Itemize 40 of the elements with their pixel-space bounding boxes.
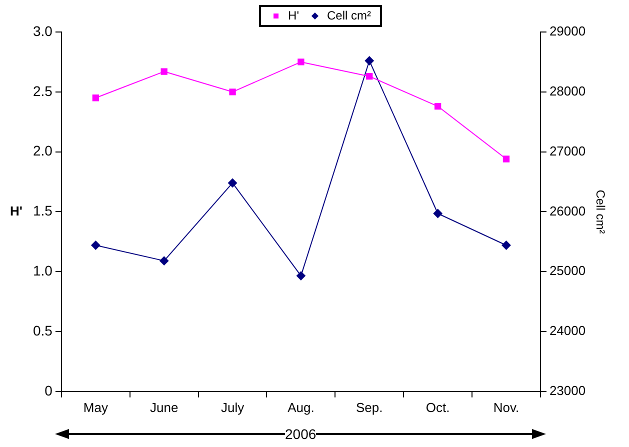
y2-tick-label: 27000 — [549, 143, 586, 158]
y-tick-label: 1.5 — [32, 202, 53, 219]
point — [502, 156, 510, 162]
point — [92, 94, 100, 102]
y2-tick-label: 24000 — [549, 323, 586, 338]
point — [298, 58, 304, 66]
y-tick-label: 2.0 — [32, 142, 53, 159]
x-tick-label: Aug. — [288, 400, 314, 415]
point — [229, 88, 236, 96]
point — [228, 178, 238, 188]
x-tick-label: July — [220, 400, 245, 415]
point — [91, 240, 100, 250]
y2-tick-label: 28000 — [549, 83, 586, 98]
y2-axis-title: Cell cm² — [593, 190, 608, 234]
x-tick-label: Oct. — [426, 400, 450, 415]
y-tick-label: 2.5 — [32, 82, 53, 99]
y2-tick-label: 29000 — [549, 24, 586, 39]
point — [502, 240, 511, 250]
point — [160, 68, 168, 75]
y2-tick-label: 25000 — [549, 263, 586, 278]
y2-tick-label: 23000 — [549, 382, 586, 398]
point — [364, 56, 374, 66]
y-tick-label: 0 — [44, 382, 53, 398]
x-tick-label: Sep. — [356, 400, 383, 415]
point — [296, 271, 306, 280]
x-tick-label: Nov. — [493, 400, 520, 415]
x-tick-label: June — [150, 400, 178, 415]
y-tick-label: 3.0 — [32, 22, 53, 39]
legend-label: H' — [288, 8, 299, 22]
point — [433, 208, 442, 218]
y-tick-label: 1.0 — [32, 262, 53, 278]
point — [434, 102, 442, 110]
text: 2006 — [285, 426, 316, 442]
y2-tick-label: 26000 — [549, 203, 586, 218]
y-tick-label: 0.5 — [32, 322, 53, 338]
y-axis-title: H' — [10, 203, 22, 218]
legend-label: Cell cm² — [326, 8, 371, 22]
x-tick-label: May — [83, 400, 108, 415]
point — [366, 73, 373, 80]
point — [160, 256, 169, 266]
